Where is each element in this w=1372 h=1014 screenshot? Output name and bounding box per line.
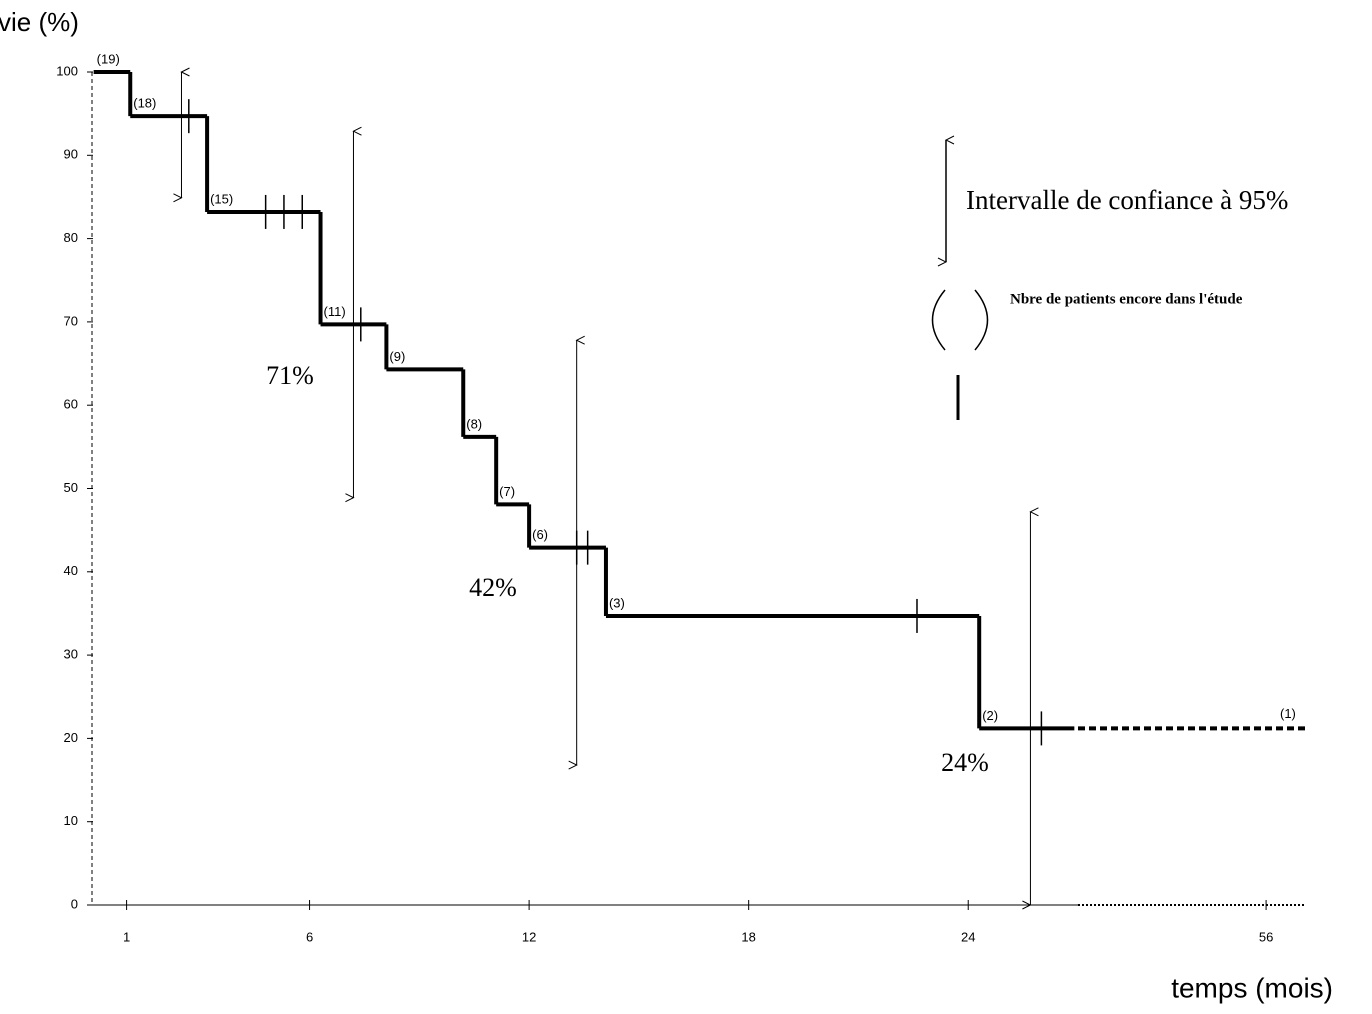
x-tick-label: 6	[306, 929, 313, 944]
at-risk-label: (1)	[1280, 706, 1296, 721]
y-tick-label: 50	[64, 480, 78, 495]
legend-parens	[931, 289, 989, 351]
y-tick-label: 20	[64, 730, 78, 745]
annotation: 71%	[266, 361, 314, 390]
y-tick-label: 60	[64, 397, 78, 412]
chart-title: vie (%)	[0, 7, 79, 37]
x-tick-label: 24	[961, 929, 975, 944]
at-risk-label: (2)	[982, 708, 998, 723]
y-tick-label: 90	[64, 147, 78, 162]
x-tick-label: 56	[1259, 929, 1273, 944]
at-risk-label: (18)	[133, 96, 156, 111]
y-tick-label: 30	[64, 647, 78, 662]
legend-label: Intervalle de confiance à 95%	[966, 185, 1288, 215]
at-risk-label: (19)	[97, 51, 120, 66]
x-tick-label: 1	[123, 929, 130, 944]
y-tick-label: 10	[64, 813, 78, 828]
y-tick-label: 40	[64, 563, 78, 578]
at-risk-label: (7)	[499, 484, 515, 499]
y-tick-label: 0	[71, 896, 78, 911]
y-tick-label: 70	[64, 313, 78, 328]
annotation: 42%	[469, 573, 517, 602]
legend-label: Nbre de patients encore dans l'étude	[1010, 291, 1243, 307]
at-risk-label: (3)	[609, 595, 625, 610]
at-risk-label: (6)	[532, 527, 548, 542]
x-axis-label: temps (mois)	[1171, 972, 1333, 1003]
at-risk-label: (9)	[389, 349, 405, 364]
y-tick-label: 80	[64, 230, 78, 245]
at-risk-label: (8)	[466, 416, 482, 431]
x-tick-label: 18	[741, 929, 755, 944]
at-risk-label: (11)	[324, 304, 346, 319]
annotation: 24%	[941, 748, 989, 777]
y-tick-label: 100	[56, 63, 78, 78]
x-tick-label: 12	[522, 929, 536, 944]
at-risk-label: (15)	[210, 191, 233, 206]
legend: Intervalle de confiance à 95% Nbre de pa…	[931, 140, 1288, 420]
